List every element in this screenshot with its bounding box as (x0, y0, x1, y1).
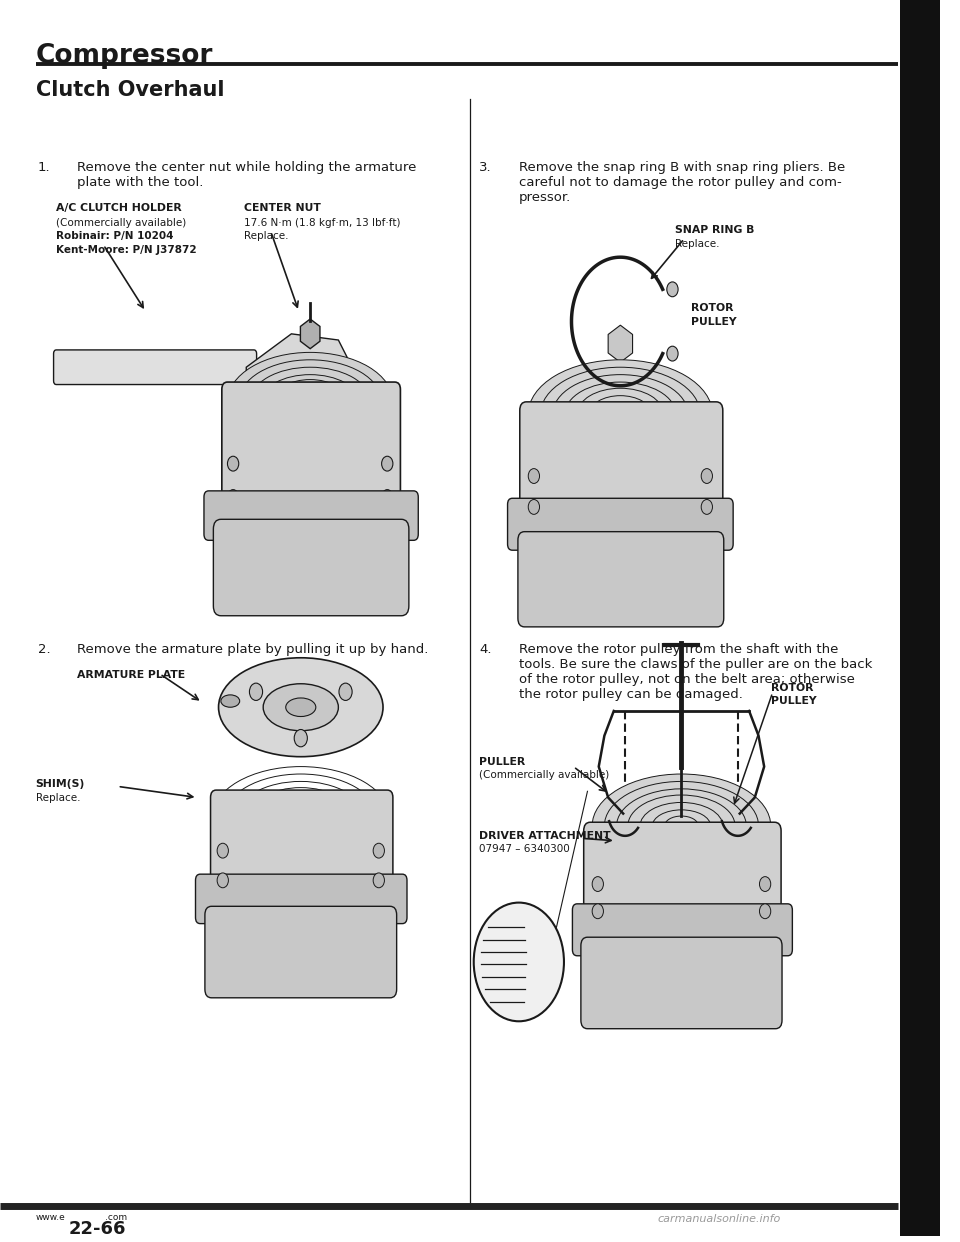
Text: A/C CLUTCH HOLDER: A/C CLUTCH HOLDER (57, 202, 182, 212)
Circle shape (294, 729, 307, 746)
Circle shape (382, 456, 393, 471)
Text: SNAP RING B: SNAP RING B (675, 225, 755, 235)
Text: Replace.: Replace. (245, 231, 289, 241)
Circle shape (759, 877, 771, 892)
Text: carmanualsonline.info: carmanualsonline.info (658, 1215, 781, 1225)
Text: ROTOR: ROTOR (691, 303, 733, 313)
FancyBboxPatch shape (213, 519, 409, 616)
FancyBboxPatch shape (581, 938, 782, 1028)
Ellipse shape (592, 774, 771, 878)
Circle shape (217, 873, 228, 888)
Text: 3.: 3. (479, 160, 492, 174)
Circle shape (759, 904, 771, 919)
Circle shape (339, 683, 352, 700)
Text: SHIM(S): SHIM(S) (36, 779, 85, 789)
Text: 22-66: 22-66 (68, 1221, 126, 1238)
Text: ROTOR: ROTOR (771, 683, 813, 693)
Circle shape (701, 468, 712, 483)
Bar (900, 0, 940, 1237)
Ellipse shape (228, 353, 393, 451)
Text: Remove the armature plate by pulling it up by hand.: Remove the armature plate by pulling it … (77, 643, 428, 656)
Text: Clutch Overhaul: Clutch Overhaul (36, 81, 225, 101)
Text: Remove the rotor pulley from the shaft with the
tools. Be sure the claws of the : Remove the rotor pulley from the shaft w… (518, 643, 873, 700)
Wedge shape (905, 257, 925, 312)
Wedge shape (905, 999, 925, 1053)
Text: Replace.: Replace. (36, 792, 81, 802)
FancyBboxPatch shape (204, 491, 419, 540)
Text: Kent-Moore: P/N J37872: Kent-Moore: P/N J37872 (57, 245, 197, 255)
Circle shape (592, 877, 604, 892)
FancyBboxPatch shape (584, 822, 781, 924)
Circle shape (667, 347, 678, 361)
Text: PULLEY: PULLEY (691, 317, 736, 327)
Circle shape (250, 683, 263, 700)
Text: 1.: 1. (37, 160, 50, 174)
Circle shape (217, 843, 228, 858)
Text: Replace.: Replace. (675, 238, 719, 248)
Wedge shape (905, 604, 925, 658)
Text: 07947 – 6340300: 07947 – 6340300 (479, 845, 570, 854)
Text: ARMATURE PLATE: ARMATURE PLATE (77, 671, 185, 681)
Text: Robinair: P/N 10204: Robinair: P/N 10204 (57, 231, 174, 241)
Ellipse shape (263, 684, 338, 730)
Circle shape (528, 499, 540, 514)
Circle shape (373, 873, 384, 888)
FancyBboxPatch shape (517, 532, 724, 627)
Text: Remove the snap ring B with snap ring pliers. Be
careful not to damage the rotor: Remove the snap ring B with snap ring pl… (518, 160, 845, 204)
FancyBboxPatch shape (222, 383, 400, 508)
Circle shape (228, 456, 239, 471)
Circle shape (701, 499, 712, 514)
Text: 2.: 2. (37, 643, 50, 656)
FancyBboxPatch shape (572, 904, 792, 956)
Circle shape (382, 489, 393, 504)
Ellipse shape (219, 658, 383, 756)
Text: www.e: www.e (36, 1213, 65, 1222)
Circle shape (528, 468, 540, 483)
Text: Compressor: Compressor (36, 43, 213, 70)
Text: Remove the center nut while holding the armature
plate with the tool.: Remove the center nut while holding the … (77, 160, 417, 189)
Wedge shape (905, 53, 925, 108)
Text: CENTER NUT: CENTER NUT (245, 202, 322, 212)
Circle shape (473, 903, 564, 1021)
Ellipse shape (286, 698, 316, 717)
FancyBboxPatch shape (210, 790, 393, 892)
Text: DRIVER ATTACHMENT: DRIVER ATTACHMENT (479, 831, 611, 841)
FancyBboxPatch shape (508, 498, 733, 550)
FancyBboxPatch shape (204, 907, 396, 997)
FancyBboxPatch shape (196, 874, 407, 924)
Text: .com: .com (106, 1213, 128, 1222)
Polygon shape (247, 334, 348, 384)
Circle shape (667, 282, 678, 297)
Text: (Commercially available): (Commercially available) (57, 217, 186, 227)
FancyBboxPatch shape (54, 350, 256, 385)
Text: PULLEY: PULLEY (771, 696, 816, 707)
Text: PULLER: PULLER (479, 756, 526, 766)
Text: 17.6 N·m (1.8 kgf·m, 13 lbf·ft): 17.6 N·m (1.8 kgf·m, 13 lbf·ft) (245, 217, 401, 227)
Ellipse shape (528, 360, 712, 468)
Circle shape (592, 904, 604, 919)
Circle shape (228, 489, 239, 504)
FancyBboxPatch shape (519, 402, 723, 518)
Ellipse shape (221, 694, 240, 707)
Text: (Commercially available): (Commercially available) (479, 770, 610, 780)
Circle shape (373, 843, 384, 858)
Text: 4.: 4. (479, 643, 492, 656)
